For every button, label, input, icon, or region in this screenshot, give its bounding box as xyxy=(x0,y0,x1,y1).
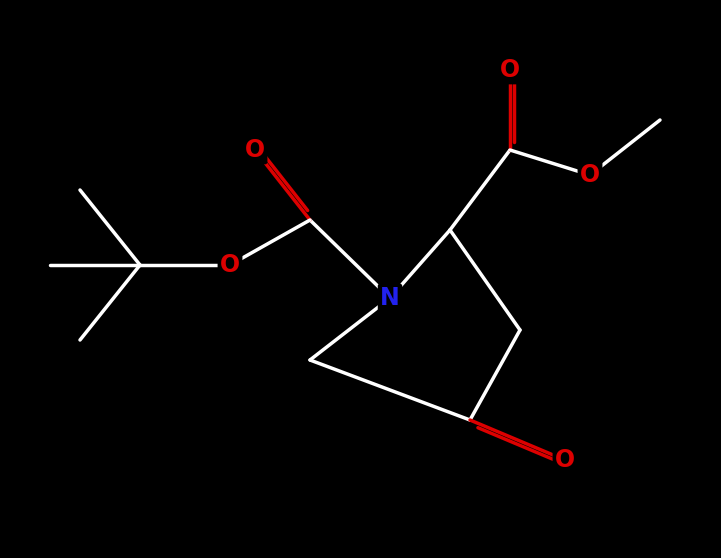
Text: O: O xyxy=(220,253,240,277)
Text: N: N xyxy=(380,286,400,310)
Text: O: O xyxy=(245,138,265,162)
Text: O: O xyxy=(555,448,575,472)
Text: O: O xyxy=(580,163,600,187)
Text: O: O xyxy=(500,58,520,82)
